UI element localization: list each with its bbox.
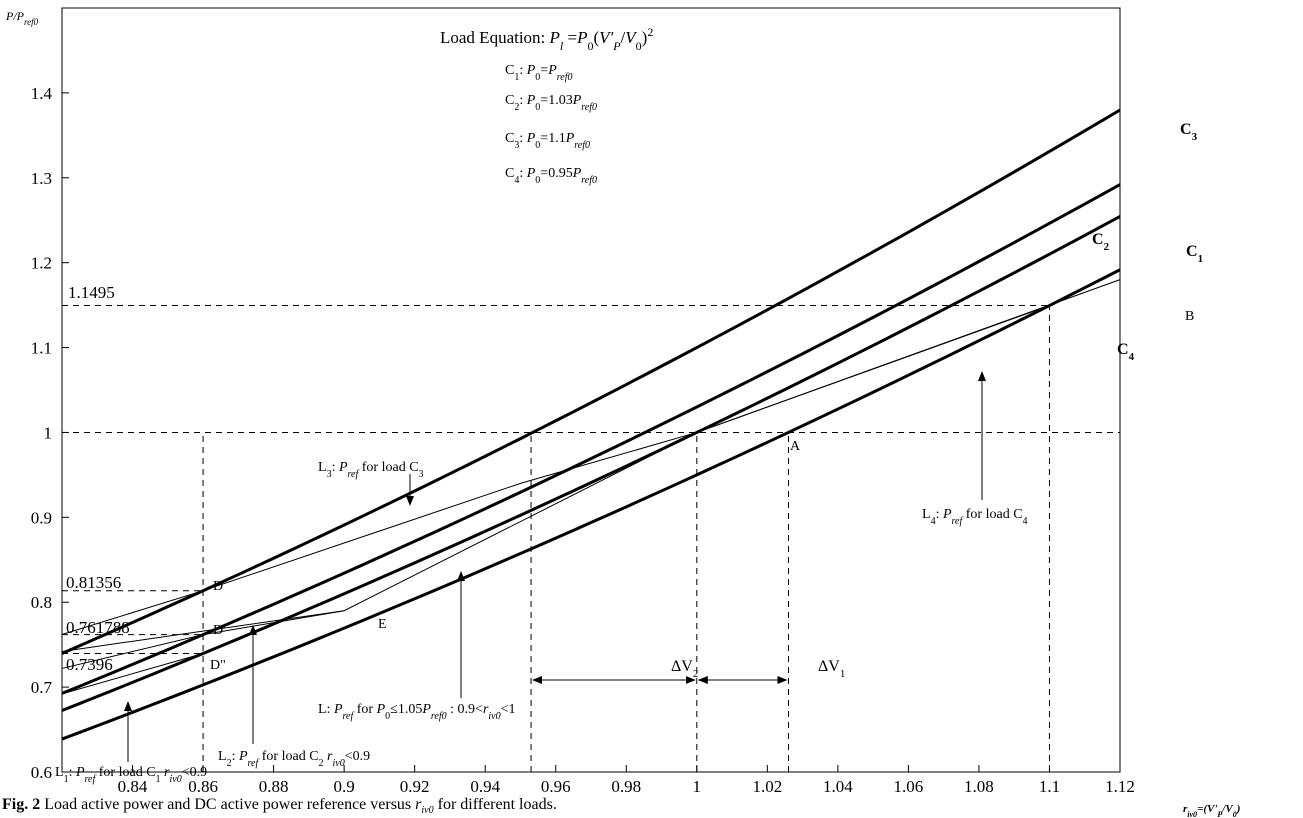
y-tick-label: 1 xyxy=(44,423,53,442)
reference-line-L4 xyxy=(696,305,1050,433)
curve-label-C2: C2 xyxy=(1092,231,1110,253)
legend-entry-C1: C1: P0=Pref0 xyxy=(505,63,573,83)
point-label-E: E xyxy=(378,617,387,632)
x-tick-label: 0.84 xyxy=(118,777,148,796)
y-tick-label: 1.3 xyxy=(31,169,52,188)
reference-line-L1 xyxy=(61,653,204,695)
load-curve-C2 xyxy=(61,183,1121,695)
x-tick-label: 1.04 xyxy=(823,777,853,796)
legend-entry-C4: C4: P0=0.95Pref0 xyxy=(505,166,597,186)
y-tick-label: 0.9 xyxy=(31,508,52,527)
x-axis-label: riv0=(V'P/V0) xyxy=(1183,803,1240,818)
value-label-0-761788: 0.761788 xyxy=(66,618,130,637)
x-tick-label: 0.98 xyxy=(611,777,641,796)
legend-entry-C3: C3: P0=1.1Pref0 xyxy=(505,131,590,151)
y-axis-label: P/Pref0 xyxy=(5,9,39,27)
annotation-L: L: Pref for P0≤1.05Pref0 : 0.9<riv0<1 xyxy=(318,702,516,722)
x-tick-label: 0.86 xyxy=(188,777,218,796)
y-tick-label: 1.2 xyxy=(31,254,52,273)
y-tick-label: 0.7 xyxy=(31,678,53,697)
x-tick-label: 0.88 xyxy=(259,777,289,796)
x-tick-label: 1.1 xyxy=(1039,777,1060,796)
value-label-1-1495: 1.1495 xyxy=(68,283,115,302)
x-tick-label: 0.96 xyxy=(541,777,571,796)
curve-label-C3: C3 xyxy=(1180,121,1198,143)
y-tick-label: 1.1 xyxy=(31,339,52,358)
x-tick-label: 0.94 xyxy=(470,777,500,796)
load-curve-C4 xyxy=(61,268,1121,741)
point-label-B: B xyxy=(1185,309,1194,324)
point-label-D: D xyxy=(213,579,223,594)
reference-line-L3 xyxy=(61,431,697,635)
x-tick-label: 1.12 xyxy=(1105,777,1135,796)
y-tick-label: 0.6 xyxy=(31,763,52,782)
value-label-0-7396: 0.7396 xyxy=(66,655,113,674)
x-tick-label: 0.92 xyxy=(400,777,430,796)
point-label-D-prime: D' xyxy=(213,623,226,638)
point-label-D-dprime: D" xyxy=(210,658,226,673)
load-curve-C3 xyxy=(61,108,1121,655)
annotation-L4: L4: Pref for load C4 xyxy=(922,507,1028,527)
value-label-0-81356: 0.81356 xyxy=(66,573,121,592)
y-tick-label: 1.4 xyxy=(31,84,53,103)
legend-title: Load Equation: Pl =P0(V'P/V0)2 xyxy=(440,25,653,53)
annotation-L3: L3: Pref for load C3 xyxy=(318,460,424,480)
load-curve-C1 xyxy=(61,215,1121,712)
reference-line-L2 xyxy=(61,610,345,669)
point-label-A: A xyxy=(790,439,801,454)
y-tick-label: 0.8 xyxy=(31,593,52,612)
x-tick-label: 1.08 xyxy=(964,777,994,796)
delta-v2-label: ΔV2 xyxy=(671,658,698,680)
x-tick-label: 1 xyxy=(693,777,702,796)
x-tick-label: 1.06 xyxy=(894,777,924,796)
delta-v1-label: ΔV1 xyxy=(818,658,845,680)
annotation-L2: L2: Pref for load C2 riv0<0.9 xyxy=(218,749,370,769)
x-tick-label: 0.9 xyxy=(334,777,355,796)
curve-label-C1: C1 xyxy=(1186,243,1203,265)
reference-line-L xyxy=(61,279,1121,652)
legend-entry-C2: C2: P0=1.03Pref0 xyxy=(505,93,597,113)
figure-caption: Fig. 2 Load active power and DC active p… xyxy=(2,796,557,817)
plot-frame xyxy=(61,7,1121,773)
x-tick-label: 1.02 xyxy=(752,777,782,796)
